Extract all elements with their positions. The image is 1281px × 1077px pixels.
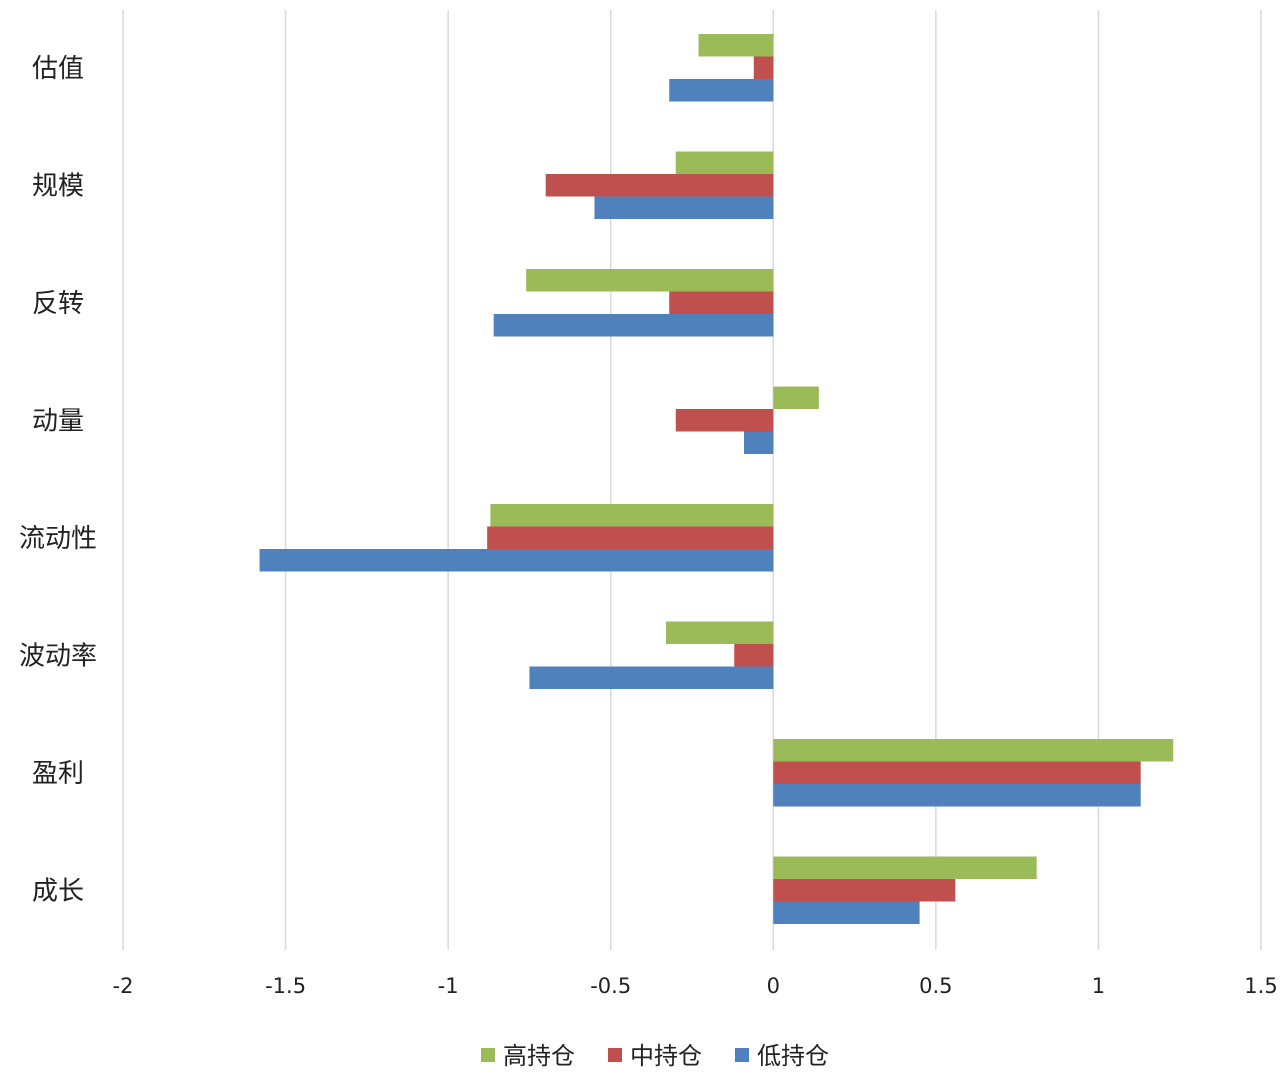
category-label-0: 估值 [32,54,84,84]
bar-6-0 [773,739,1174,762]
x-tick-label-7: 1.5 [1244,974,1277,998]
legend: 高持仓 中持仓 低持仓 [481,1042,829,1070]
bar-0-1 [753,56,774,79]
bar-0-0 [698,34,774,57]
bar-2-2 [493,314,774,337]
legend-swatch-0 [481,1048,495,1062]
x-tick-label-2: -1 [438,974,459,998]
legend-label-0: 高持仓 [503,1042,575,1070]
bar-5-2 [529,666,774,689]
bar-4-0 [490,504,774,527]
x-tick-label-5: 0.5 [919,974,952,998]
x-tick-label-3: -0.5 [590,974,631,998]
bar-7-2 [773,901,920,924]
bar-2-0 [526,269,774,292]
bar-0-2 [669,79,774,102]
bar-4-2 [259,549,774,572]
bar-3-1 [675,409,774,432]
x-tick-label-0: -2 [113,974,134,998]
category-label-6: 盈利 [32,759,84,789]
bar-5-0 [665,621,774,644]
category-label-5: 波动率 [19,641,97,671]
x-tick-label-4: 0 [767,974,780,998]
legend-swatch-1 [608,1048,622,1062]
gridlines [122,10,1262,950]
bar-7-0 [773,856,1037,879]
bar-6-2 [773,784,1141,807]
legend-label-2: 低持仓 [757,1042,829,1070]
bar-5-1 [734,644,774,667]
legend-swatch-2 [735,1048,749,1062]
x-tick-label-6: 1 [1092,974,1105,998]
bar-4-1 [487,526,774,549]
bar-1-2 [594,196,774,219]
x-tick-label-1: -1.5 [265,974,306,998]
bars [259,34,1174,924]
bar-3-2 [744,431,774,454]
bar-1-0 [675,151,774,174]
x-axis-tick-labels: -2 -1.5 -1 -0.5 0 0.5 1 1.5 [113,974,1278,998]
legend-label-1: 中持仓 [630,1042,702,1070]
bar-7-1 [773,879,956,902]
category-label-1: 规模 [32,171,84,201]
bar-3-0 [773,386,819,409]
bar-1-1 [545,174,774,197]
category-label-4: 流动性 [19,524,97,554]
bar-6-1 [773,761,1141,784]
bar-2-1 [669,291,774,314]
category-label-3: 动量 [32,406,84,436]
category-label-7: 成长 [32,876,84,906]
category-label-2: 反转 [32,289,84,319]
